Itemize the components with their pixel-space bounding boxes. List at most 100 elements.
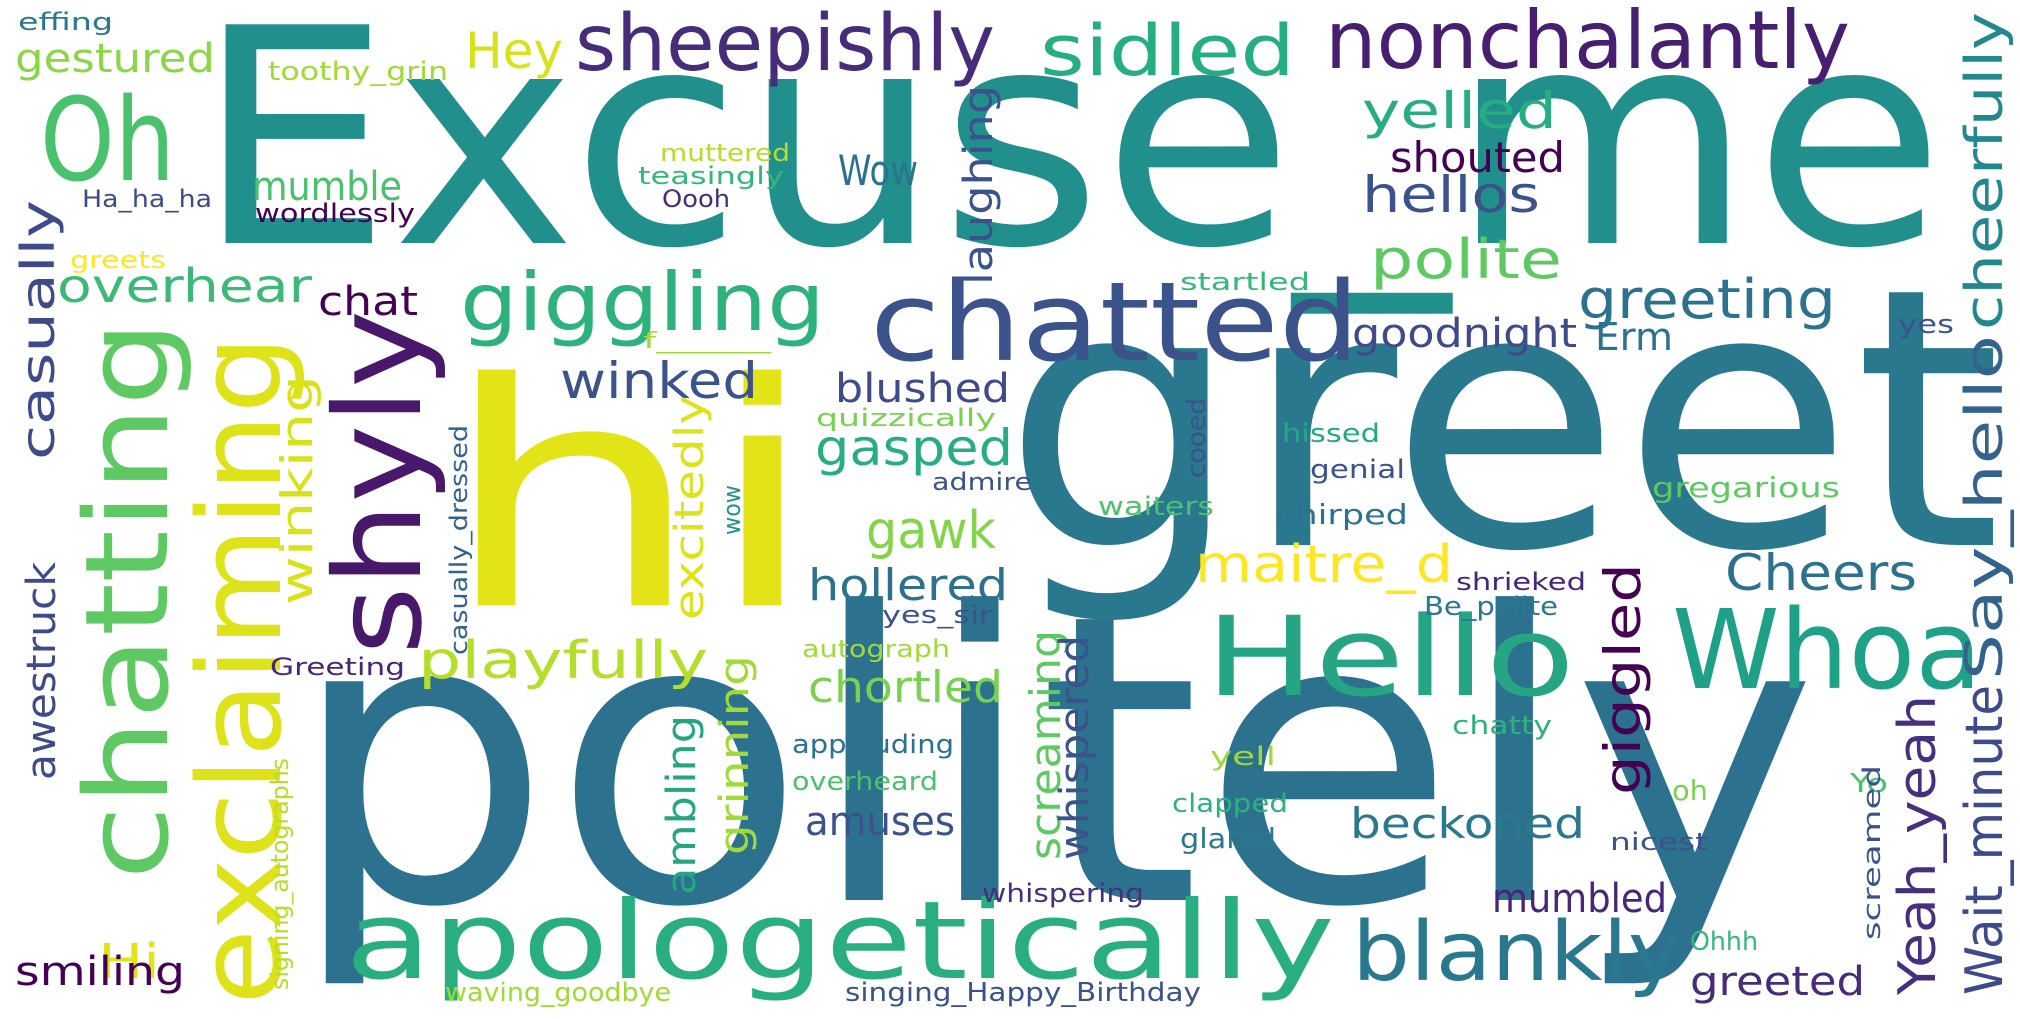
word-signing-autographs: signing_autographs [266,758,294,990]
word-politely: politely [288,530,1818,995]
word-applauding: applauding [792,730,954,760]
word-awestruck: awestruck [19,561,65,780]
word-mumble: mumble [252,164,402,210]
word-yes-sir: yes_sir [882,601,992,629]
word-waving-goodbye: waving_goodbye [445,978,671,1008]
word-cheerfully: cheerfully [1955,12,2015,330]
word-giggled: giggled [1594,563,1652,795]
word-nicest: nicest [1610,828,1708,856]
word-greets: greets [70,246,166,274]
word-wordlessly: wordlessly [255,199,415,229]
word-excitedly: excitedly [667,395,713,620]
word-chat: chat [318,279,418,325]
word-hellos: hellos [1362,166,1540,224]
word-waiters: waiters [1098,492,1214,522]
word-screaming: screaming [1021,630,1070,860]
word-whispered: whispered [1052,635,1098,860]
word-overhear: overhear [57,259,312,313]
word-yelled: yelled [1362,82,1557,140]
word-hello: Hello [1205,593,1575,721]
word-teasingly: teasingly [638,162,784,190]
word-singing-happy-birthday: singing_Happy_Birthday [845,978,1201,1008]
word-sidled: sidled [1040,10,1295,92]
word-erm: Erm [1595,315,1673,359]
word-shyly: shyly [310,310,449,655]
word-greeting: greeting [1578,268,1836,331]
word-gestured: gestured [15,36,215,82]
word-hi-cap: Hi [98,934,160,990]
word-goodnight: goodnight [1352,311,1577,357]
word-whoa: Whoa [1672,586,1982,714]
word-gawk: gawk [866,501,996,561]
word-effing: effing [18,8,113,36]
word-laughing: laughing [956,85,1002,285]
word-clapped: clapped [1172,789,1288,819]
word-hollered: hollered [808,560,1008,611]
word-f-blank: f______ [643,329,773,354]
word-shouted: shouted [1390,133,1565,182]
word-hissed: hissed [1282,419,1380,449]
word-apologetically: apologetically [345,879,1335,1004]
word-smiling: smiling [15,949,185,995]
word-oh-lower: oh [1672,774,1708,807]
word-hi: hi [440,318,820,679]
word-wow: wow [718,485,746,535]
word-grinning: grinning [712,655,758,855]
word-toothy-grin: toothy_grin [268,57,448,87]
word-be-polite: Be_polite [1424,592,1558,622]
word-glared: glared [1180,822,1276,855]
word-casually-dressed: casually_dressed [445,425,473,655]
word-ha-ha-ha: Ha_ha_ha [82,185,212,213]
word-greeted: greeted [1690,959,1865,1005]
word-blankly: blankly [1352,905,1682,1000]
word-wait-minute: Wait_minute [1955,685,2015,995]
word-greeting-cap: Greeting [270,653,405,681]
word-ohhh: Ohhh [1690,927,1758,957]
word-gasped: gasped [815,419,1013,477]
word-playfully: playfully [418,631,708,691]
word-excuse-me: Excuse_me [195,0,1945,318]
word-maitre-d: maitre_d [1195,535,1453,595]
word-yes: yes [1898,310,1954,340]
word-amuses: amuses [805,799,955,845]
word-yo: Yo [1849,769,1888,799]
word-gregarious: gregarious [1652,471,1840,504]
word-yeah-yeah: Yeah_yeah [1888,695,1948,996]
word-chatted: chatted [870,258,1360,386]
word-admire: admire [932,468,1032,496]
word-nonchalantly: nonchalantly [1325,0,1850,87]
word-greet: greet [1002,211,2002,630]
word-genial: genial [1310,455,1405,485]
word-say-hello: Say_hello [1955,335,2015,680]
word-ambling: ambling [659,715,705,895]
word-yell: yell [1210,742,1276,772]
word-chatty: chatty [1452,711,1552,741]
word-mumbled: mumbled [1492,876,1667,922]
word-sheepishly: sheepishly [575,0,995,89]
word-chatting: chatting [61,320,195,880]
word-oh: Oh [40,74,175,208]
word-screamed: screamed [1858,765,1886,940]
word-hey: Hey [465,22,563,80]
word-autograph: autograph [802,635,950,663]
word-cooed: cooed [1182,398,1212,478]
word-oooh: Oooh [662,185,730,213]
word-cheers: Cheers [1725,544,1917,602]
word-winking: winking [272,375,323,605]
word-shrieked: shrieked [1456,568,1586,596]
word-wow-cap: Wow [838,146,918,195]
word-winked: winked [560,352,758,410]
word-exclaiming: exclaiming [174,335,308,1005]
word-quizzically: quizzically [816,404,996,432]
word-polite: polite [1370,228,1562,291]
word-startled: startled [1180,268,1310,296]
word-overheard: overheard [792,767,938,797]
word-giggling: giggling [460,256,825,349]
word-chirped: chirped [1276,498,1408,531]
word-whispering: whispering [982,879,1144,909]
word-muttered: muttered [660,139,790,167]
word-beckoned: beckoned [1350,799,1585,848]
word-chortled: chortled [808,662,1003,713]
word-casually: casually [11,200,65,460]
